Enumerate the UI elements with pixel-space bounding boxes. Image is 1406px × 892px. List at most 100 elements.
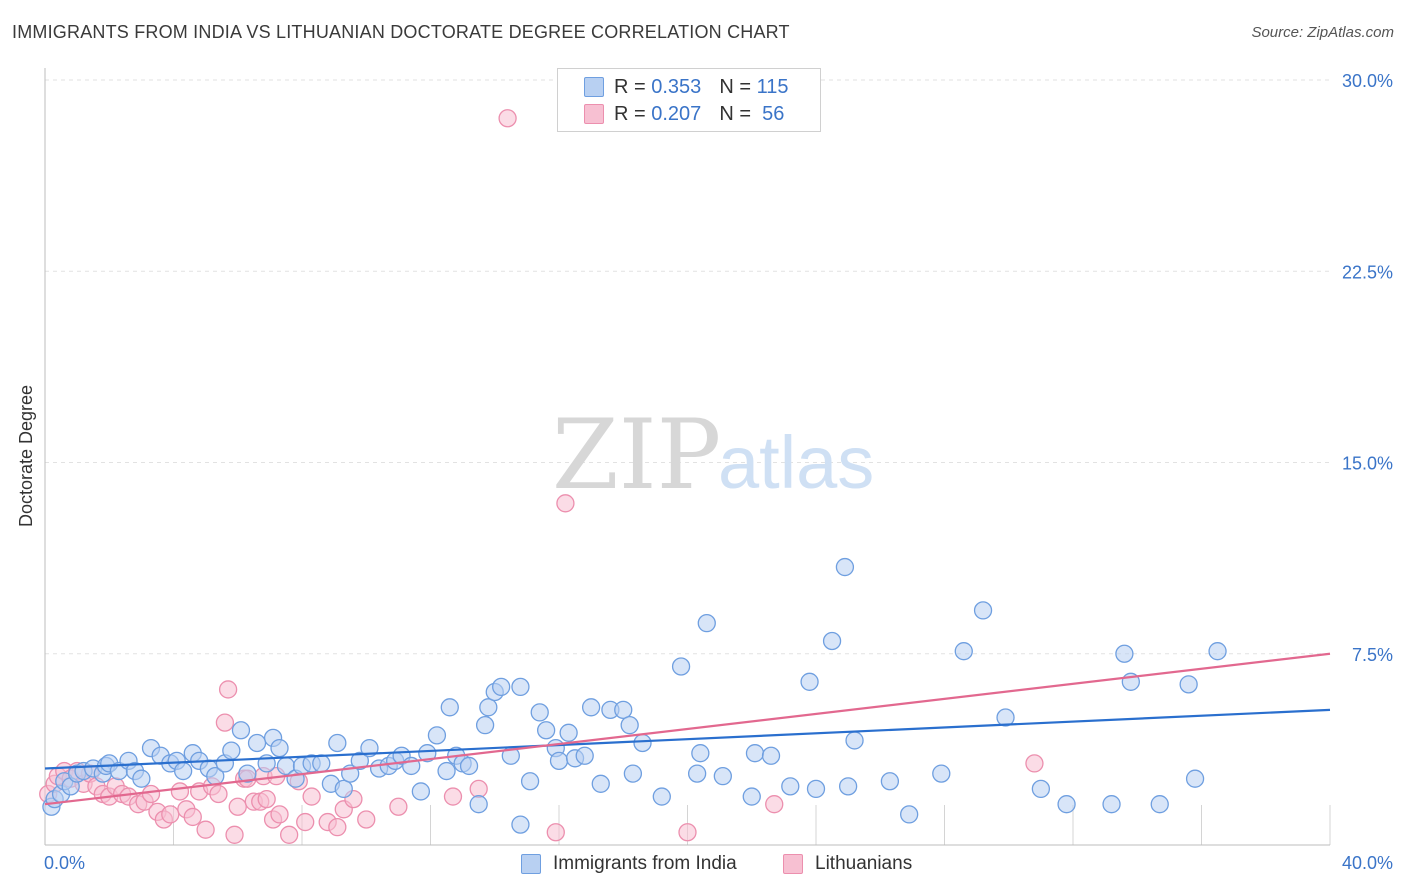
india-point [996, 708, 1015, 727]
india-point [530, 703, 549, 722]
tick-labels: 7.5% 15.0% 22.5% 30.0% 0.0% 40.0% [44, 71, 1393, 873]
india-point [559, 723, 578, 742]
india-point [614, 700, 633, 719]
india-point [469, 795, 488, 814]
lithuanians-point [279, 825, 299, 844]
lithuanians-point [302, 787, 321, 806]
india-point [132, 769, 151, 788]
x-tick-label-max: 40.0% [1342, 853, 1393, 873]
india-n-label: N = [719, 75, 751, 98]
x-tick-label-min: 0.0% [44, 853, 85, 873]
india-point [932, 764, 951, 783]
y-tick-label: 30.0% [1342, 71, 1393, 91]
chart-title: IMMIGRANTS FROM INDIA VS LITHUANIAN DOCT… [12, 22, 790, 42]
india-point [1115, 644, 1134, 663]
india-point [238, 764, 257, 783]
india-point [838, 777, 858, 796]
india-point [328, 733, 347, 753]
lithuanians-point [328, 818, 347, 837]
india-point [835, 557, 855, 577]
india-point [697, 614, 716, 633]
india-point [575, 746, 594, 765]
india-point [360, 738, 379, 758]
watermark-atlas: atlas [718, 421, 874, 504]
lithuanians-point [1025, 754, 1044, 773]
india-points [42, 557, 1227, 834]
lithuanians-point [257, 789, 276, 809]
india-point [479, 698, 498, 717]
lithuanians-point [357, 810, 376, 829]
lith-r-label: R = [614, 102, 646, 125]
india-point [312, 754, 331, 773]
bottom-legend-india: Immigrants from India [521, 851, 737, 877]
trend-lines [44, 652, 1331, 806]
lithuanians-point [209, 784, 228, 804]
india-point [761, 746, 781, 765]
india-point [537, 721, 556, 740]
bottom-india-swatch [521, 854, 541, 874]
lithuanians-point [546, 823, 565, 842]
india-point [222, 741, 241, 760]
y-tick-label: 7.5% [1352, 645, 1393, 665]
y-tick-label: 15.0% [1342, 454, 1393, 474]
india-point [691, 744, 710, 763]
india-point [270, 738, 289, 758]
india-trend-line [44, 708, 1331, 770]
india-point [334, 779, 353, 799]
india-point [418, 744, 437, 763]
india-point [620, 716, 639, 735]
y-tick-label: 22.5% [1342, 262, 1393, 282]
india-point [520, 772, 540, 791]
india-point [687, 764, 707, 783]
source-label: Source: ZipAtlas.com [1251, 24, 1394, 41]
india-point [954, 642, 973, 661]
y-axis-label: Doctorate Degree [16, 385, 36, 527]
stats-legend: R = 0.353 N = 115 R = 0.207 N = 56 [557, 68, 821, 132]
lithuanians-point [469, 779, 488, 799]
legend-row-india: R = 0.353 N = 115 [584, 75, 788, 99]
india-point [806, 779, 826, 799]
india-point [800, 672, 819, 691]
lith-n-value: 56 [762, 102, 785, 125]
lithuanians-point [215, 713, 235, 732]
india-point [247, 733, 267, 753]
india-point [173, 761, 193, 781]
india-point [652, 787, 671, 806]
india-point [845, 731, 864, 750]
india-point [1179, 675, 1198, 694]
india-point [900, 805, 919, 824]
india-point [437, 761, 456, 781]
lithuanians-point [443, 787, 463, 806]
india-point [411, 782, 431, 801]
india-point [623, 764, 643, 783]
lithuanians-point [196, 820, 215, 839]
lithuanians-point [218, 680, 238, 699]
watermark-zip: ZIP [552, 399, 721, 511]
bottom-india-label: Immigrants from India [553, 853, 737, 874]
lithuanians-point [170, 782, 190, 801]
lithuanians-point [678, 823, 697, 842]
india-point [1150, 795, 1169, 814]
india-point [1102, 795, 1121, 814]
india-point [713, 767, 732, 786]
bottom-lith-label: Lithuanians [815, 853, 913, 874]
india-point [822, 631, 842, 651]
india-point [745, 744, 765, 763]
india-point [633, 733, 652, 753]
india-point [781, 777, 800, 796]
lith-r-value: 0.207 [651, 102, 702, 125]
india-point [742, 787, 761, 806]
lithuanians-point [228, 797, 247, 816]
india-point [427, 726, 447, 745]
india-point [1031, 779, 1051, 799]
india-point [492, 677, 511, 697]
watermark: ZIP atlas [552, 399, 874, 511]
bottom-legend-lithuanians: Lithuanians [783, 851, 912, 877]
india-point [440, 698, 459, 717]
lithuanians-swatch [584, 104, 604, 124]
india-point [581, 698, 601, 717]
bottom-lith-swatch [783, 854, 803, 874]
india-n-value: 115 [756, 75, 789, 98]
india-point [511, 677, 530, 697]
